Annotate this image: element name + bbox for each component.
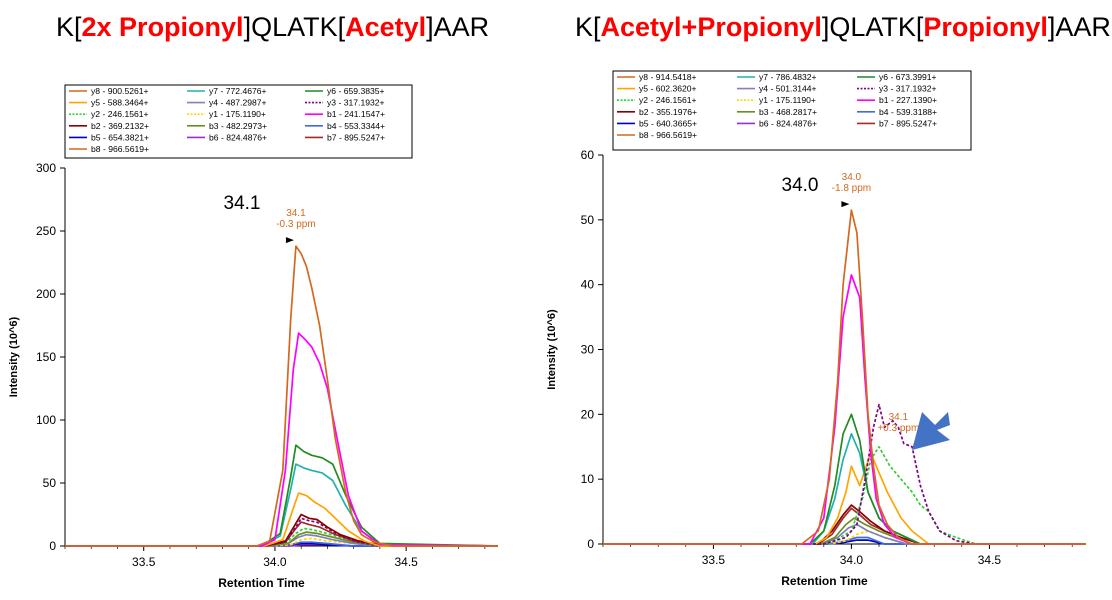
legend-entry: y2 - 246.1561+ xyxy=(639,95,697,105)
series-line xyxy=(603,432,1086,545)
series-line xyxy=(65,444,499,547)
x-tick-label: 34.0 xyxy=(263,555,287,569)
y-tick-label: 50 xyxy=(581,213,595,227)
series-line xyxy=(65,492,498,547)
series-line xyxy=(603,209,1086,545)
y-tick-label: 60 xyxy=(581,148,595,162)
title-modification-2: Propionyl xyxy=(923,12,1048,42)
y-tick-label: 40 xyxy=(581,278,595,292)
chart-title-left: K[2x Propionyl]QLATK[Acetyl]AAR xyxy=(56,12,489,43)
legend-entry: b3 - 482.2973+ xyxy=(209,121,267,131)
title-suffix: ]AAR xyxy=(426,12,490,42)
chart-right: 0 10 20 30 40 50 60 33.5 34.0 34.5 Retention Time I… xyxy=(546,70,1086,588)
peak-annotation-ppm: +0.3 ppm xyxy=(877,423,919,434)
y-tick-label: 300 xyxy=(36,161,56,175)
legend-entry: y5 - 588.3464+ xyxy=(91,98,149,108)
series-line xyxy=(603,403,1086,545)
legend-entry: b1 - 227.1390+ xyxy=(879,95,937,105)
legend-entry: b4 - 539.3188+ xyxy=(879,107,937,117)
x-tick-label: 34.5 xyxy=(394,555,418,569)
callout-arrow xyxy=(912,412,950,450)
title-middle: ]QLATK[ xyxy=(243,12,346,42)
y-tick-label: 100 xyxy=(36,413,56,427)
peak-annotation-rt: 34.0 xyxy=(842,172,862,183)
title-modification-2: Acetyl xyxy=(345,12,427,42)
title-modification-1: Acetyl+Propionyl xyxy=(600,12,822,42)
legend-entry: b6 - 824.4876+ xyxy=(759,118,817,128)
x-tick-label: 33.5 xyxy=(702,553,726,567)
y-tick-label: 0 xyxy=(587,537,594,551)
legend-entry: b4 - 553.3344+ xyxy=(327,121,385,131)
peak-annotation-ppm: -0.3 ppm xyxy=(276,219,315,230)
legend-entry: b3 - 468.2817+ xyxy=(759,107,817,117)
legend-entry: y1 - 175.1190+ xyxy=(759,95,816,105)
legend-entry: y6 - 673.3991+ xyxy=(879,72,937,82)
legend-entry: y4 - 487.2987+ xyxy=(209,98,267,108)
y-tick-label: 10 xyxy=(581,472,595,486)
y-tick-label: 50 xyxy=(43,476,57,490)
x-axis-label: Retention Time xyxy=(781,574,868,588)
series-line xyxy=(65,517,498,547)
series-line xyxy=(65,332,499,547)
legend-entry: y6 - 659.3835+ xyxy=(327,86,385,96)
title-suffix: ]AAR xyxy=(1047,12,1111,42)
x-tick-label: 34.0 xyxy=(840,553,864,567)
peak-marker xyxy=(285,237,294,244)
peak-annotation-rt: 34.1 xyxy=(889,412,909,423)
chart-left: 0 50 100 150 200 250 300 33.5 34.0 34.5 Retention … xyxy=(8,84,499,590)
series-line xyxy=(65,527,499,547)
series-line xyxy=(65,513,499,547)
legend-entry: b1 - 241.1547+ xyxy=(327,109,385,119)
legend-box xyxy=(612,70,972,151)
y-tick-label: 20 xyxy=(581,407,595,421)
legend-entry: b8 - 966.5619+ xyxy=(91,144,149,154)
legend-entry: b7 - 895.5247+ xyxy=(879,118,937,128)
peak-annotation-rt: 34.1 xyxy=(286,208,306,219)
peak-annotation-ppm: -1.8 ppm xyxy=(832,183,871,194)
title-middle: ]QLATK[ xyxy=(821,12,924,42)
chart-title-right: K[Acetyl+Propionyl]QLATK[Propionyl]AAR xyxy=(575,12,1111,43)
y-axis-label: Intensity (10^6) xyxy=(8,316,20,397)
series-line xyxy=(603,445,1086,545)
legend-entry: y1 - 175.1190+ xyxy=(209,109,266,119)
legend-entry: y8 - 900.5261+ xyxy=(91,86,149,96)
title-modification-1: 2x Propionyl xyxy=(81,12,244,42)
y-tick-label: 250 xyxy=(36,224,56,238)
legend-entry: y4 - 501.3144+ xyxy=(759,84,817,94)
series-line xyxy=(65,245,498,547)
x-axis-label: Retention Time xyxy=(218,576,305,590)
series-line xyxy=(603,274,1086,545)
x-tick-label: 34.5 xyxy=(978,553,1002,567)
legend-entry: y5 - 602.3620+ xyxy=(639,84,697,94)
legend-entry: b5 - 640.3665+ xyxy=(639,118,697,128)
legend-entry: b7 - 895.5247+ xyxy=(327,132,385,142)
peak-marker xyxy=(841,201,850,208)
peak-rt-label: 34.1 xyxy=(224,193,261,214)
legend-entry: y8 - 914.5418+ xyxy=(639,72,697,82)
y-axis-label: Intensity (10^6) xyxy=(546,309,558,390)
legend-box xyxy=(64,84,413,159)
y-tick-label: 150 xyxy=(36,350,56,364)
legend-entry: y3 - 317.1932+ xyxy=(327,98,385,108)
legend-entry: b6 - 824.4876+ xyxy=(209,132,267,142)
y-tick-label: 200 xyxy=(36,287,56,301)
y-tick-label: 0 xyxy=(49,539,56,553)
legend-entry: b5 - 654.3821+ xyxy=(91,132,149,142)
legend-entry: y3 - 317.1932+ xyxy=(879,84,937,94)
legend-entry: b2 - 369.2132+ xyxy=(91,121,149,131)
legend-entry: y7 - 772.4676+ xyxy=(209,86,267,96)
title-prefix: K[ xyxy=(56,12,82,42)
peak-rt-label: 34.0 xyxy=(782,175,819,196)
series-line xyxy=(603,530,1086,545)
title-prefix: K[ xyxy=(575,12,601,42)
legend-entry: y2 - 246.1561+ xyxy=(91,109,149,119)
x-tick-label: 33.5 xyxy=(132,555,156,569)
series-line xyxy=(603,413,1086,545)
legend-entry: b2 - 355.1976+ xyxy=(639,107,697,117)
legend-entry: b8 - 966.5619+ xyxy=(639,130,697,140)
y-tick-label: 30 xyxy=(581,343,595,357)
legend-entry: y7 - 786.4832+ xyxy=(759,72,817,82)
